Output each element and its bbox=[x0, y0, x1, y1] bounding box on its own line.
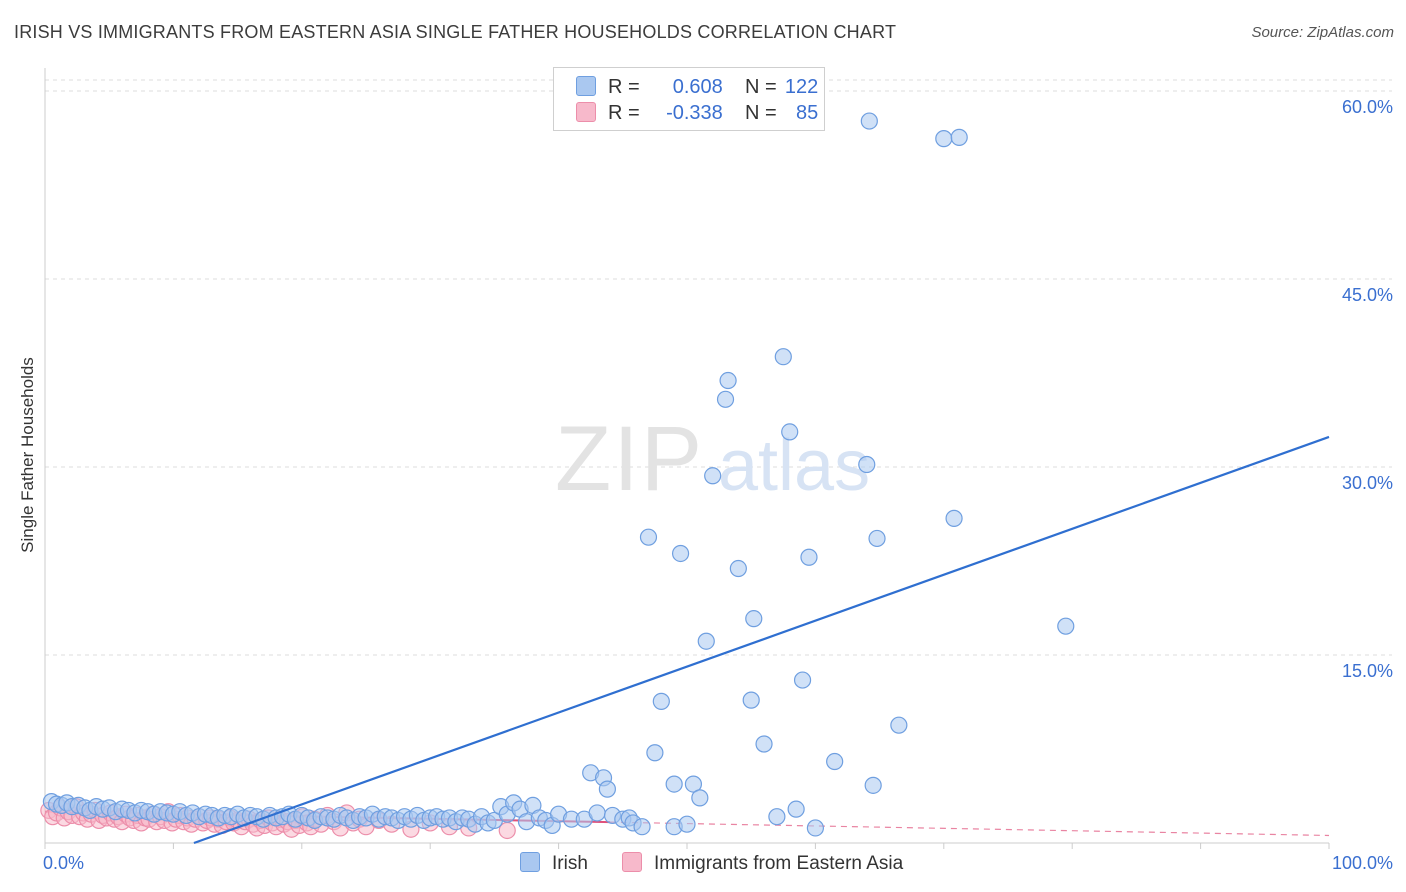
data-point-irish bbox=[935, 130, 953, 148]
data-point-irish bbox=[588, 804, 606, 822]
data-point-irish bbox=[729, 559, 747, 578]
data-point-irish bbox=[800, 548, 818, 566]
data-point-irish bbox=[768, 808, 786, 826]
data-point-irish bbox=[950, 128, 968, 146]
data-point-irish bbox=[860, 112, 878, 130]
data-point-irish bbox=[684, 775, 703, 793]
data-point-irish bbox=[806, 819, 825, 837]
legend-asia-swatch bbox=[622, 852, 642, 872]
data-point-irish bbox=[639, 528, 658, 546]
irish-swatch bbox=[576, 76, 596, 96]
legend-asia-label: Immigrants from Eastern Asia bbox=[654, 853, 904, 874]
trendline-irish bbox=[193, 435, 1330, 845]
chart-title: IRISH VS IMMIGRANTS FROM EASTERN ASIA SI… bbox=[14, 22, 897, 42]
trendline-asia-dashed bbox=[609, 821, 1330, 837]
data-point-irish bbox=[774, 348, 792, 366]
legend-item-asia[interactable]: Immigrants from Eastern Asia bbox=[622, 852, 903, 875]
points-irish bbox=[42, 112, 1075, 837]
gridlines bbox=[45, 79, 1392, 656]
data-point-irish bbox=[890, 716, 908, 734]
data-point-irish bbox=[755, 735, 773, 753]
data-point-irish bbox=[678, 815, 696, 833]
data-point-irish bbox=[697, 632, 715, 650]
legend-irish-swatch bbox=[520, 852, 540, 872]
data-point-irish bbox=[793, 671, 812, 689]
data-point-irish bbox=[826, 752, 844, 771]
data-point-irish bbox=[745, 610, 763, 628]
data-point-irish bbox=[864, 776, 882, 794]
y-tick-label: 60.0% bbox=[1342, 97, 1393, 117]
data-point-irish bbox=[719, 371, 737, 390]
data-point-irish bbox=[858, 455, 876, 474]
axes bbox=[44, 68, 1330, 849]
source-label: Source: ZipAtlas.com bbox=[1251, 24, 1394, 41]
stats-legend: R = 0.608 N = 122 R = -0.338 N = 85 bbox=[553, 67, 825, 131]
data-point-irish bbox=[704, 467, 722, 485]
data-point-irish bbox=[646, 744, 664, 762]
asia-n-value: 85 bbox=[796, 102, 819, 124]
data-point-irish bbox=[1057, 617, 1075, 635]
stats-row-irish: R = 0.608 N = 122 bbox=[576, 76, 818, 100]
trendline-irish bbox=[193, 435, 1330, 845]
data-point-irish bbox=[945, 509, 963, 527]
data-point-irish bbox=[691, 789, 709, 807]
y-tick-label: 30.0% bbox=[1342, 473, 1393, 493]
data-point-irish bbox=[716, 390, 735, 408]
y-tick-label: 15.0% bbox=[1342, 661, 1393, 681]
data-point-irish bbox=[868, 529, 886, 548]
x-tick-label-min: 0.0% bbox=[43, 853, 84, 873]
data-point-irish bbox=[787, 800, 805, 818]
watermark-zip: ZIP bbox=[555, 408, 704, 510]
data-point-irish bbox=[781, 423, 799, 441]
legend-item-irish[interactable]: Irish bbox=[520, 852, 588, 875]
data-point-irish bbox=[742, 691, 760, 709]
stats-row-asia: R = -0.338 N = 85 bbox=[576, 102, 818, 126]
data-point-irish bbox=[652, 692, 670, 710]
irish-r-value: 0.608 bbox=[672, 76, 723, 98]
data-point-irish bbox=[665, 775, 683, 793]
data-point-irish bbox=[633, 818, 651, 836]
series-legend: Irish Immigrants from Eastern Asia bbox=[0, 852, 1406, 878]
x-tick-label-max: 100.0% bbox=[1332, 853, 1393, 873]
watermark: ZIP atlas bbox=[555, 408, 870, 510]
asia-swatch bbox=[576, 102, 596, 122]
irish-n-value: 122 bbox=[784, 76, 819, 98]
y-tick-label: 45.0% bbox=[1342, 285, 1393, 305]
tick-labels: 15.0% 30.0% 45.0% 60.0% 0.0% 100.0% bbox=[43, 97, 1393, 873]
legend-irish-label: Irish bbox=[552, 853, 588, 874]
data-point-irish bbox=[671, 544, 690, 563]
asia-r-value: -0.338 bbox=[666, 102, 723, 124]
data-point-irish bbox=[598, 780, 616, 798]
